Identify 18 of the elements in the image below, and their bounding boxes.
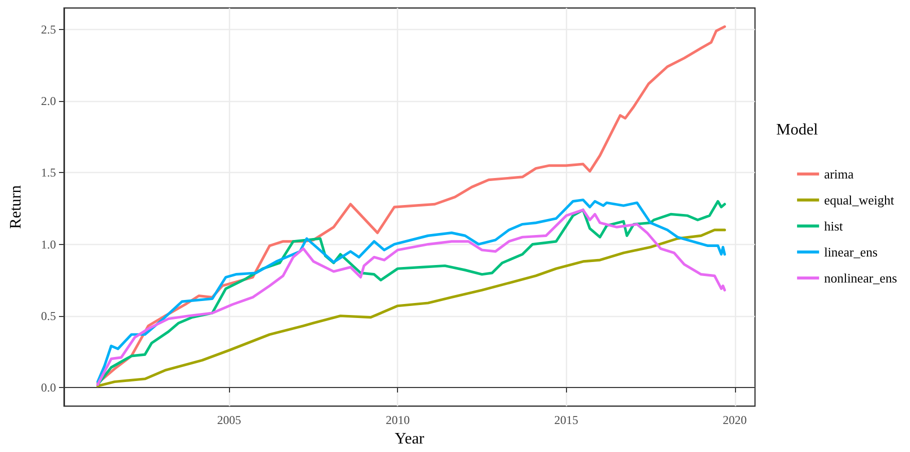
y-tick-label: 1.5	[41, 166, 56, 180]
x-tick-label: 2015	[554, 413, 578, 428]
legend-label: nonlinear_ens	[824, 270, 897, 286]
legend-label: hist	[824, 218, 844, 234]
y-tick-label: 1.0	[41, 237, 56, 252]
x-tick-label: 2010	[386, 413, 410, 428]
y-axis-title: Return	[8, 185, 24, 229]
x-tick-label: 2020	[722, 413, 747, 428]
legend-label: equal_weight	[824, 192, 894, 208]
y-tick-label: 2.0	[41, 94, 56, 108]
x-axis-title: Year	[394, 430, 425, 448]
y-tick-label: 0.5	[41, 308, 56, 323]
legend-title: Model	[776, 122, 819, 138]
y-tick-label: 0.0	[41, 380, 56, 394]
x-tick-label: 2005	[217, 413, 242, 428]
y-tick-label: 2.5	[41, 22, 56, 36]
legend-label: arima	[824, 166, 854, 182]
legend-label: linear_ens	[824, 244, 878, 260]
